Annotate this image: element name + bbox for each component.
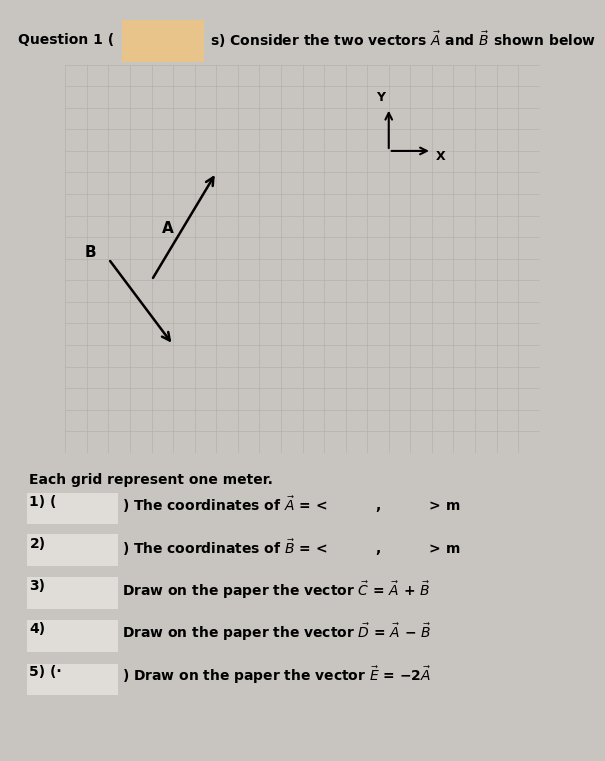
Text: Each grid represent one meter.: Each grid represent one meter.	[30, 473, 273, 487]
Text: Question 1 (: Question 1 (	[18, 33, 114, 47]
Text: 3): 3)	[30, 579, 45, 593]
Text: Draw on the paper the vector $\vec{C}$ = $\vec{A}$ + $\vec{B}$: Draw on the paper the vector $\vec{C}$ =…	[122, 579, 431, 600]
Text: 2): 2)	[30, 537, 45, 551]
FancyBboxPatch shape	[27, 577, 118, 609]
Text: A: A	[162, 221, 174, 236]
FancyBboxPatch shape	[27, 534, 118, 566]
Text: ) Draw on the paper the vector $\vec{E}$ = −2$\vec{A}$: ) Draw on the paper the vector $\vec{E}$…	[122, 664, 431, 686]
Text: Y: Y	[376, 91, 385, 104]
FancyBboxPatch shape	[122, 21, 204, 62]
Text: ) The coordinates of $\vec{B}$ = <          ,          > m: ) The coordinates of $\vec{B}$ = < , > m	[122, 537, 461, 558]
Text: 1) (: 1) (	[30, 495, 57, 508]
Text: X: X	[436, 150, 446, 163]
Text: Draw on the paper the vector $\vec{D}$ = $\vec{A}$ − $\vec{B}$: Draw on the paper the vector $\vec{D}$ =…	[122, 622, 432, 644]
Text: 4): 4)	[30, 622, 45, 635]
FancyBboxPatch shape	[27, 619, 118, 651]
Text: s) Consider the two vectors $\vec{A}$ and $\vec{B}$ shown below: s) Consider the two vectors $\vec{A}$ an…	[209, 30, 596, 50]
Text: ) The coordinates of $\vec{A}$ = <          ,          > m: ) The coordinates of $\vec{A}$ = < , > m	[122, 495, 461, 515]
FancyBboxPatch shape	[27, 664, 118, 696]
Text: B: B	[85, 244, 96, 260]
FancyBboxPatch shape	[27, 492, 118, 524]
Text: 5) (·: 5) (·	[30, 664, 62, 679]
